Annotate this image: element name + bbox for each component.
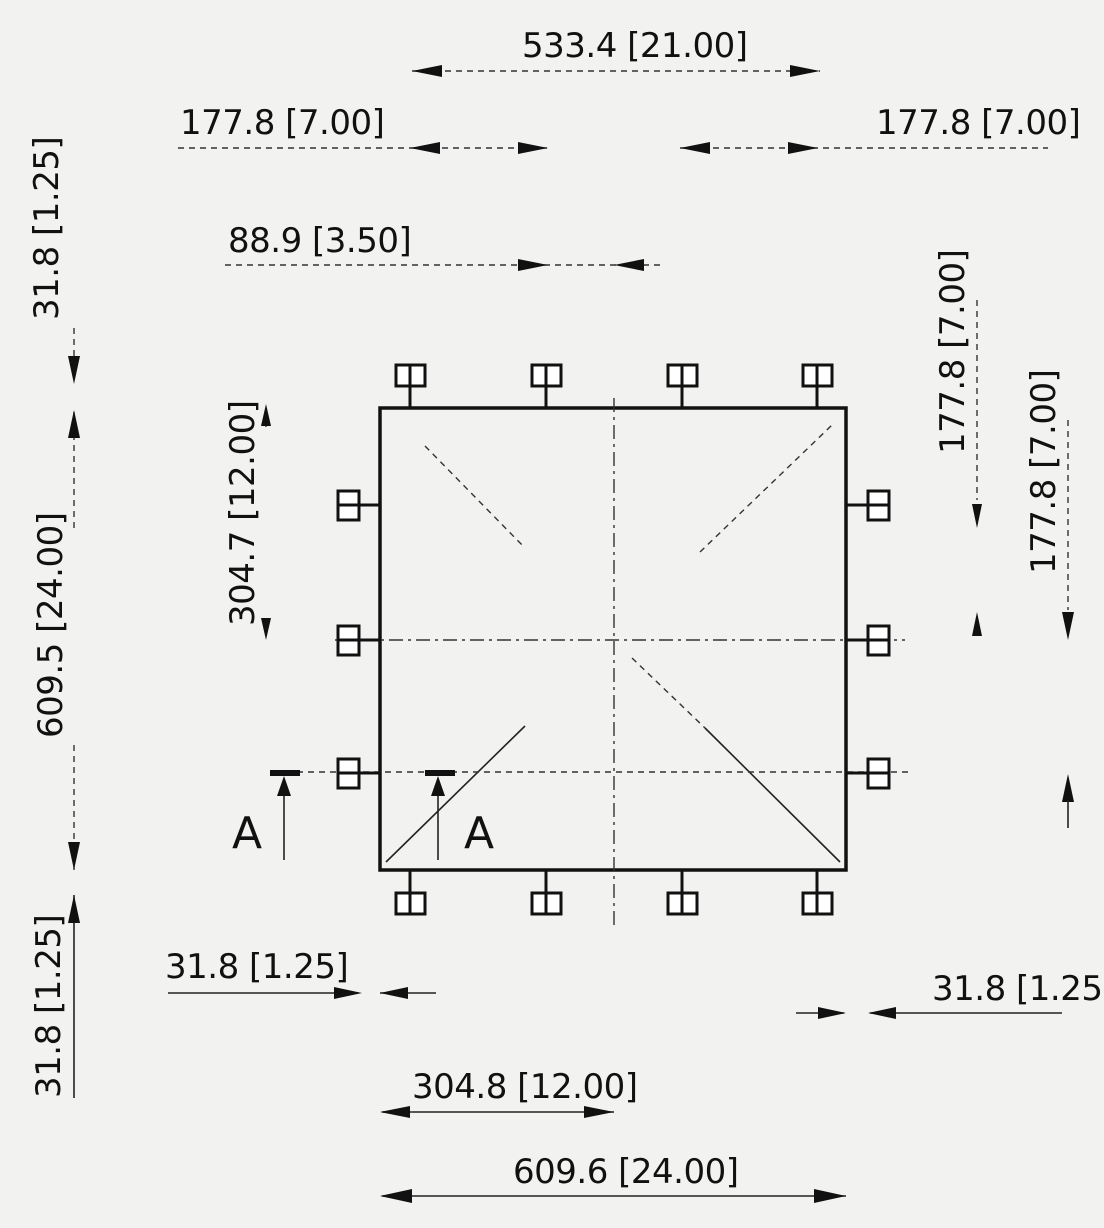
tab-top-3 [666,363,699,408]
plate-diagonals [385,424,841,863]
dim-top-right [680,142,1048,154]
dim-top-left-label: 177.8 [7.00] [180,103,384,143]
section-line-a-a [270,770,910,860]
plate-outline [378,406,848,872]
section-label-right: A [464,808,494,859]
dim-right-upper [972,300,982,636]
tab-left-3 [336,757,380,790]
dim-bottom-left-margin [168,987,436,999]
dim-top-overall [412,65,820,77]
dim-left-top-margin [68,328,80,384]
dim-bottom-half-label: 304.8 [12.00] [412,1067,638,1107]
dim-left-bottom-margin-label: 31.8 [1.25] [29,915,69,1098]
dim-bottom-half [380,1106,614,1118]
tab-right-3 [846,757,891,790]
tab-bottom-4 [801,870,834,916]
tab-left-1 [336,489,380,522]
dim-bottom-overall [380,1189,846,1203]
dim-right-lower [1062,420,1074,828]
center-lines [335,398,905,930]
tab-right-1 [846,489,891,522]
dim-bottom-left-margin-label: 31.8 [1.25] [165,947,348,987]
dim-left-top-margin-label: 31.8 [1.25] [27,137,67,320]
dim-top-right-label: 177.8 [7.00] [876,103,1080,143]
dim-bottom-overall-label: 609.6 [24.00] [513,1152,739,1192]
dim-right-lower-label: 177.8 [7.00] [1024,370,1064,574]
tab-right-2 [846,624,891,657]
tab-top-2 [530,363,563,408]
dim-right-upper-label: 177.8 [7.00] [933,250,973,454]
tab-left-2 [336,624,380,657]
dim-left-half-label: 304.7 [12.00] [223,400,263,626]
tab-bottom-2 [530,870,563,916]
dim-left-overall-label: 609.5 [24.00] [31,512,71,738]
tab-bottom-3 [666,870,699,916]
tab-top-1 [394,363,427,408]
dim-top-left [178,142,548,154]
tab-top-4 [801,363,834,408]
dim-top-small-label: 88.9 [3.50] [228,221,411,261]
dim-left-half [261,404,271,640]
dim-left-overall [68,410,80,870]
dim-top-overall-label: 533.4 [21.00] [522,26,748,66]
dim-bottom-right-margin [796,1007,1062,1019]
section-label-left: A [232,808,262,859]
tab-bottom-1 [394,870,427,916]
dim-bottom-right-margin-label: 31.8 [1.25] [932,969,1104,1009]
dim-left-bottom-margin [68,895,80,1098]
dim-top-small [225,259,660,271]
